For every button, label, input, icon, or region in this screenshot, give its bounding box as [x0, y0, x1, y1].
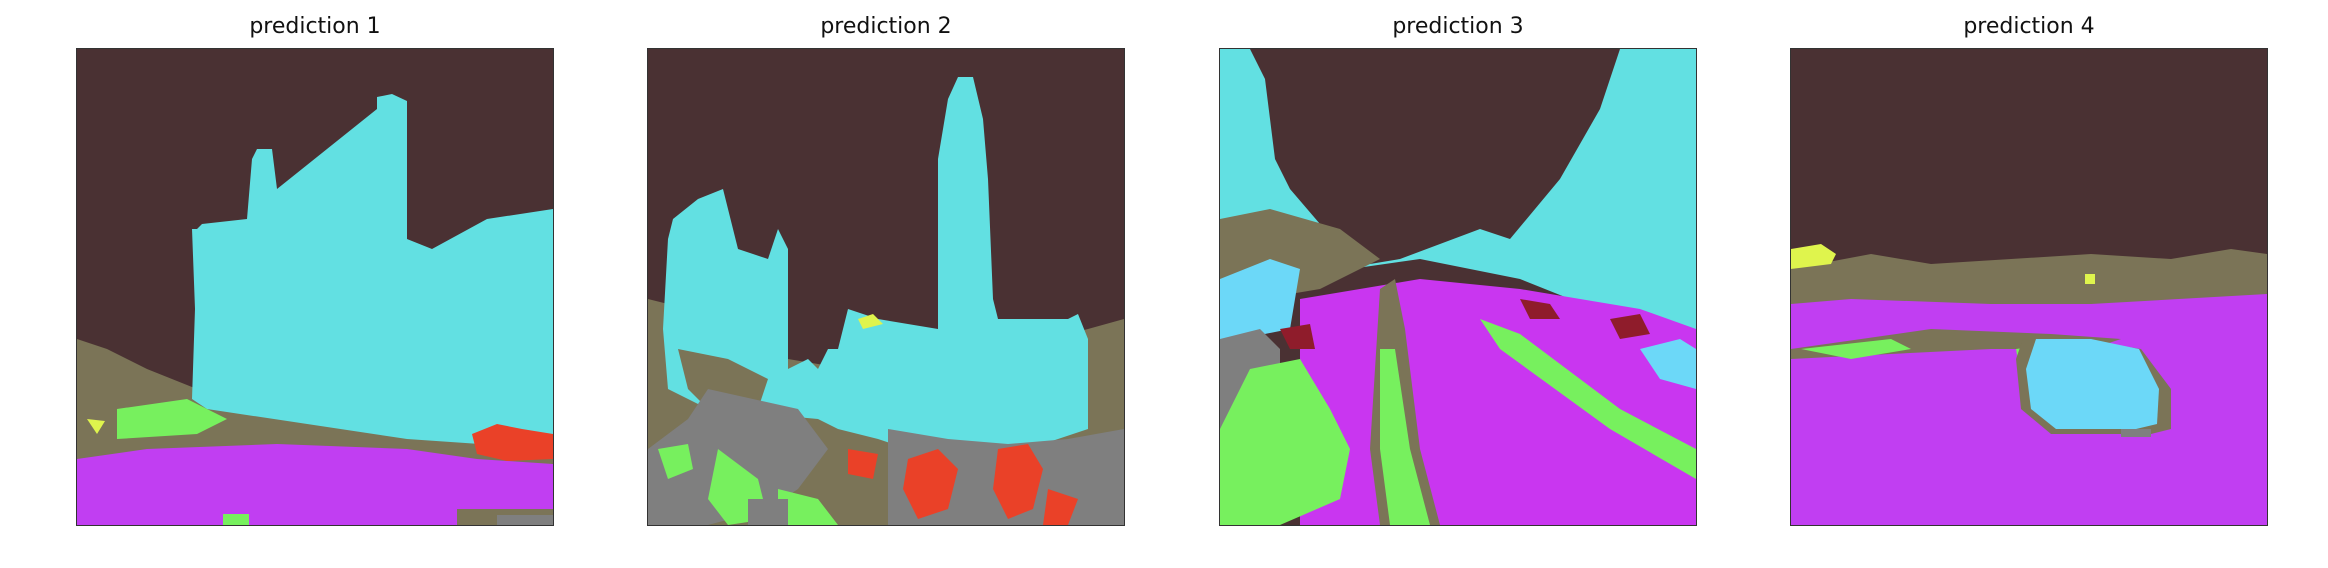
segmentation-map-3 [1220, 49, 1696, 525]
panel-prediction-1: prediction 1 [76, 0, 554, 568]
panel-prediction-2: prediction 2 [647, 0, 1125, 568]
segmentation-image-3 [1219, 48, 1697, 526]
segmentation-map-2 [648, 49, 1124, 525]
segmentation-image-1 [76, 48, 554, 526]
panel-title: prediction 3 [1392, 14, 1524, 39]
panel-title: prediction 4 [1963, 14, 2095, 39]
panel-title: prediction 2 [820, 14, 952, 39]
segmentation-image-2 [647, 48, 1125, 526]
segmentation-image-4 [1790, 48, 2268, 526]
panel-prediction-3: prediction 3 [1219, 0, 1697, 568]
panel-prediction-4: prediction 4 [1790, 0, 2268, 568]
segmentation-map-4 [1791, 49, 2267, 525]
panel-title: prediction 1 [249, 14, 381, 39]
segmentation-map-1 [77, 49, 553, 525]
